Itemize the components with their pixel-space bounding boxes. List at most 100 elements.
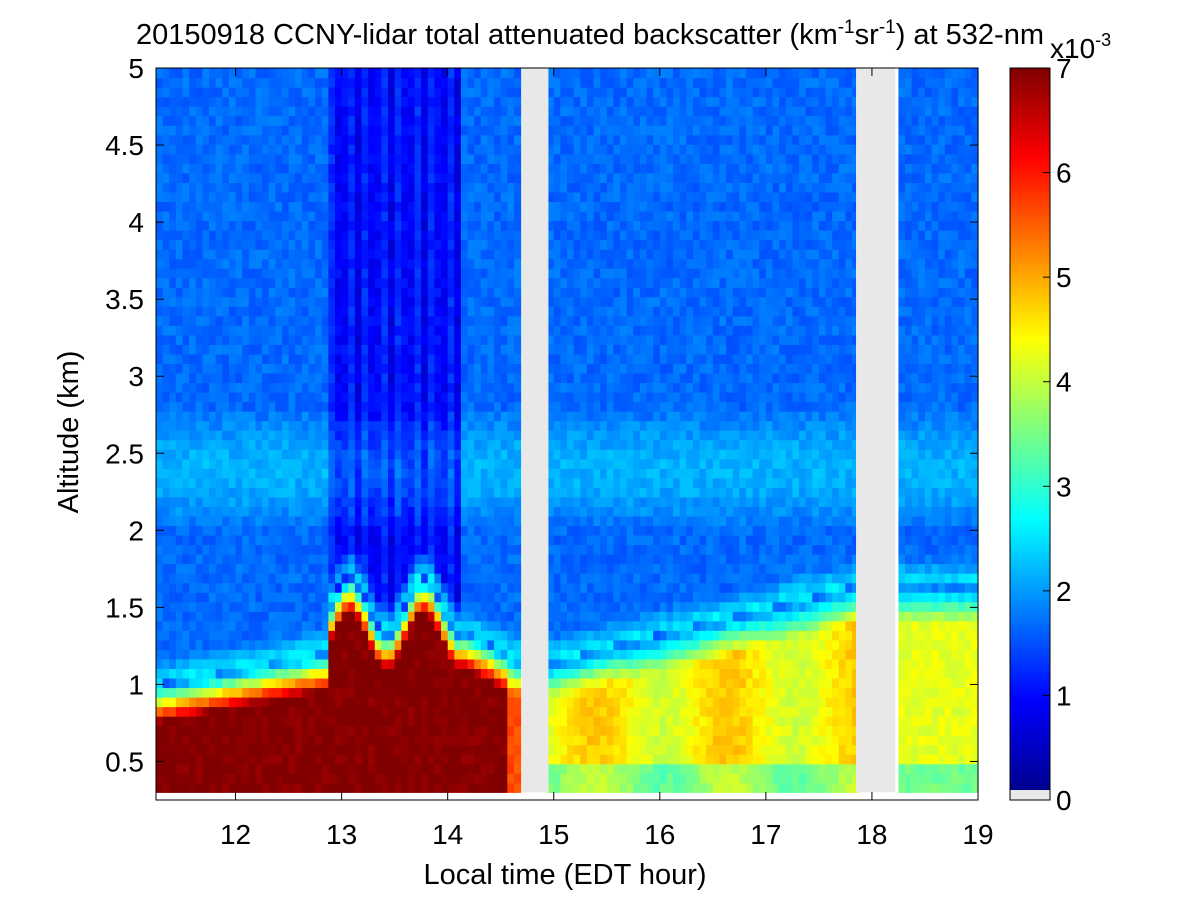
heatmap-cell (156, 68, 164, 79)
heatmap-cell (242, 334, 250, 345)
heatmap-cell (586, 611, 595, 622)
heatmap-cell (460, 630, 469, 641)
heatmap-cell (268, 210, 276, 222)
heatmap-cell (301, 125, 310, 136)
heatmap-cell (315, 496, 323, 507)
heatmap-cell (182, 344, 190, 355)
heatmap-cell (354, 230, 363, 241)
heatmap-cell (162, 125, 170, 136)
heatmap-cell (162, 687, 170, 698)
heatmap-cell (182, 487, 190, 498)
heatmap-cell (487, 763, 495, 774)
heatmap-cell (209, 382, 217, 393)
heatmap-cell (202, 306, 210, 317)
heatmap-cell (593, 353, 601, 365)
heatmap-cell (600, 649, 608, 660)
heatmap-cell (262, 296, 270, 307)
heatmap-cell (513, 115, 522, 126)
heatmap-cell (507, 773, 515, 784)
heatmap-cell (209, 182, 217, 193)
heatmap-cell (321, 182, 329, 193)
heatmap-cell (156, 401, 164, 412)
heatmap-cell (394, 144, 402, 155)
heatmap-cell (368, 258, 376, 269)
heatmap-cell (222, 582, 230, 593)
heatmap-cell (441, 630, 449, 641)
heatmap-cell (454, 315, 462, 326)
heatmap-cell (613, 372, 621, 384)
heatmap-cell (414, 763, 422, 774)
heatmap-cell (460, 716, 469, 727)
heatmap-cell (586, 106, 595, 117)
heatmap-cell (547, 268, 555, 279)
heatmap-cell (348, 725, 356, 736)
heatmap-cell (341, 639, 349, 650)
heatmap-cell (295, 639, 303, 650)
heatmap-cell (162, 649, 170, 660)
heatmap-cell (341, 534, 349, 546)
heatmap-cell (195, 306, 203, 317)
heatmap-cell (341, 744, 349, 755)
heatmap-cell (262, 487, 270, 498)
heatmap-cell (169, 125, 177, 136)
heatmap-cell (434, 554, 442, 565)
heatmap-cell (242, 477, 250, 488)
heatmap-cell (507, 763, 515, 774)
heatmap-cell (394, 239, 402, 250)
heatmap-cell (487, 268, 495, 279)
heatmap-cell (156, 134, 164, 145)
heatmap-cell (328, 87, 336, 98)
heatmap-cell (388, 687, 396, 698)
heatmap-cell (374, 325, 382, 336)
heatmap-cell (209, 458, 217, 469)
heatmap-cell (547, 96, 555, 107)
heatmap-cell (507, 468, 515, 479)
heatmap-cell (301, 573, 310, 584)
heatmap-cell (295, 525, 303, 536)
heatmap-cell (414, 773, 422, 784)
heatmap-cell (368, 134, 376, 145)
heatmap-cell (242, 763, 250, 774)
heatmap-cell (209, 649, 217, 660)
heatmap-cell (156, 210, 164, 222)
heatmap-cell (195, 258, 203, 269)
heatmap-cell (414, 106, 422, 117)
heatmap-cell (308, 411, 316, 422)
heatmap-cell (215, 592, 223, 603)
heatmap-cell (567, 735, 575, 746)
heatmap-cell (354, 277, 363, 288)
heatmap-cell (427, 782, 436, 793)
heatmap-cell (580, 220, 588, 231)
heatmap-cell (593, 668, 601, 679)
heatmap-cell (427, 430, 436, 441)
heatmap-cell (328, 544, 336, 555)
heatmap-cell (255, 430, 263, 441)
heatmap-cell (361, 277, 369, 288)
heatmap-cell (222, 420, 230, 431)
heatmap-cell (434, 268, 442, 279)
heatmap-cell (427, 68, 436, 79)
heatmap-cell (567, 620, 575, 631)
heatmap-cell (454, 554, 462, 565)
heatmap-cell (421, 573, 429, 584)
heatmap-cell (295, 592, 303, 603)
heatmap-cell (281, 392, 290, 403)
heatmap-cell (567, 392, 575, 403)
heatmap-cell (228, 353, 237, 365)
heatmap-cell (295, 735, 303, 746)
heatmap-cell (235, 420, 243, 431)
heatmap-cell (441, 77, 449, 88)
heatmap-cell (500, 782, 508, 793)
heatmap-cell (573, 153, 581, 164)
heatmap-cell (288, 210, 296, 222)
heatmap-cell (195, 649, 203, 660)
heatmap-cell (228, 153, 237, 164)
heatmap-cell (374, 706, 382, 717)
heatmap-cell (295, 115, 303, 126)
heatmap-cell (301, 296, 310, 307)
heatmap-cell (586, 230, 595, 241)
heatmap-cell (321, 773, 329, 784)
heatmap-cell (275, 277, 283, 288)
heatmap-cell (500, 554, 508, 565)
heatmap-cell (547, 77, 555, 88)
